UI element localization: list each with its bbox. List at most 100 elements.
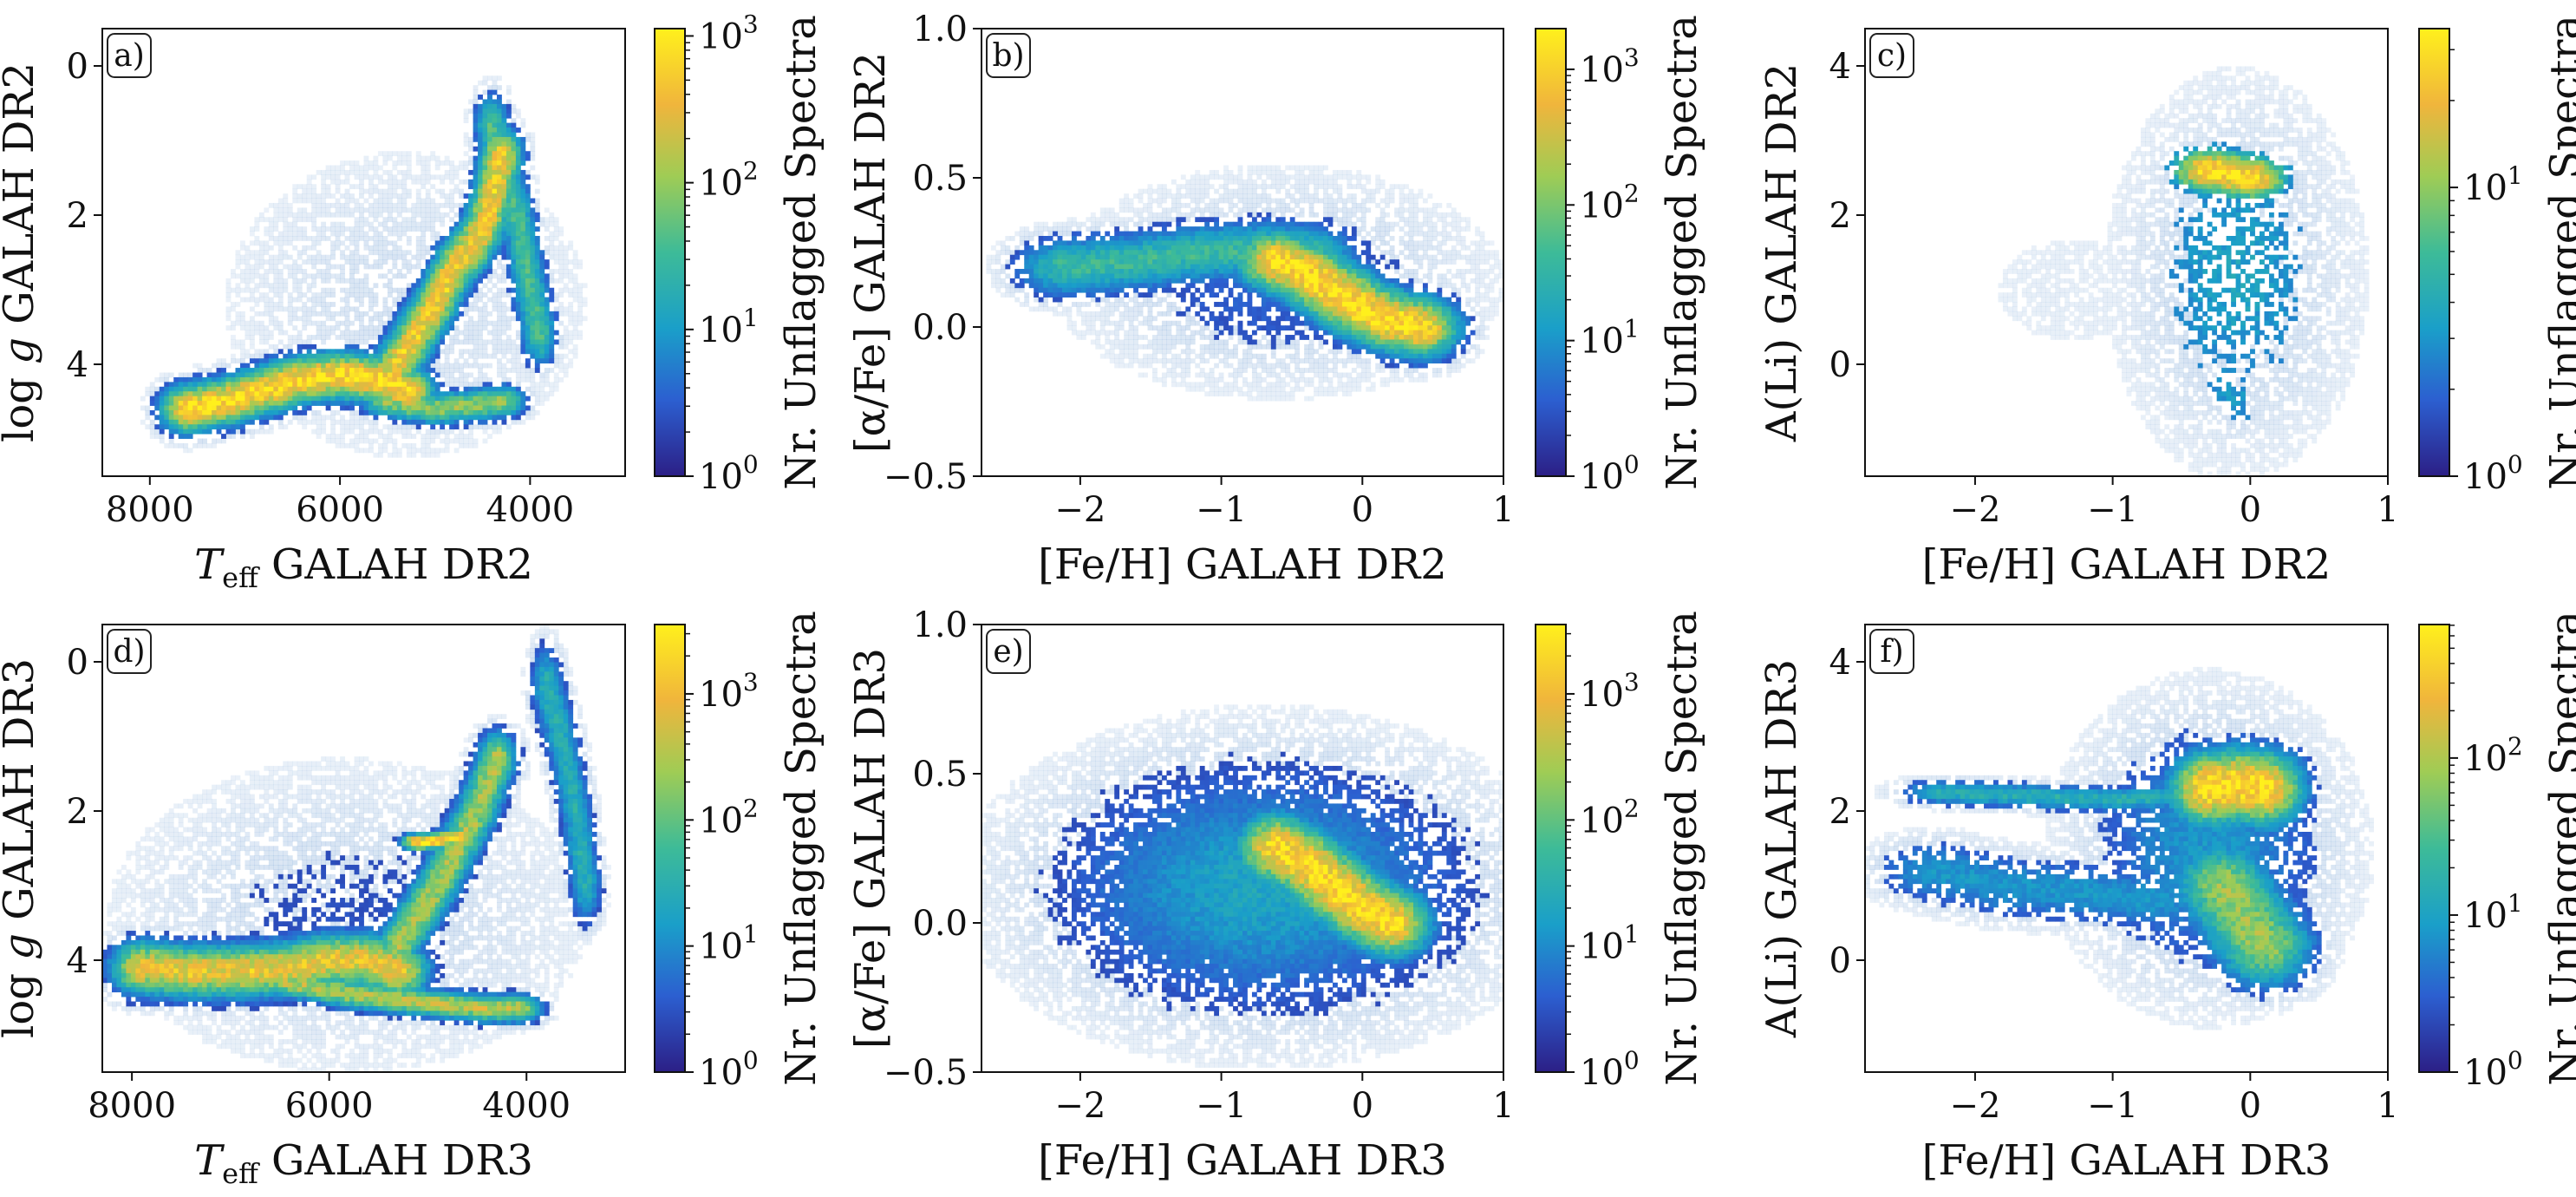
heatmap-cell bbox=[396, 405, 402, 411]
heatmap-cell bbox=[1204, 254, 1210, 260]
heatmap-cell bbox=[473, 155, 479, 161]
heatmap-cell bbox=[440, 273, 446, 279]
heatmap-cell bbox=[1204, 343, 1210, 350]
heatmap-cell bbox=[1157, 259, 1163, 265]
heatmap-cell bbox=[1214, 391, 1220, 397]
heatmap-cell bbox=[511, 396, 517, 402]
heatmap-cell bbox=[1152, 212, 1158, 218]
heatmap-cell bbox=[368, 193, 374, 199]
heatmap-cell bbox=[511, 264, 517, 270]
heatmap-cell bbox=[1204, 259, 1210, 265]
heatmap-cell bbox=[1071, 330, 1077, 336]
heatmap-cell bbox=[1228, 231, 1234, 237]
heatmap-cell bbox=[1237, 198, 1243, 204]
heatmap-cell bbox=[1176, 339, 1182, 345]
heatmap-cell bbox=[377, 188, 383, 194]
heatmap-cell bbox=[482, 273, 488, 279]
heatmap-cell bbox=[421, 165, 427, 171]
heatmap-cell bbox=[344, 193, 350, 199]
heatmap-cell bbox=[1014, 287, 1021, 293]
heatmap-cell bbox=[463, 325, 469, 331]
heatmap-cell bbox=[430, 401, 436, 406]
heatmap-cell bbox=[340, 320, 345, 326]
heatmap-cell bbox=[487, 235, 492, 241]
heatmap-cell bbox=[292, 339, 298, 345]
heatmap-cell bbox=[415, 311, 421, 317]
heatmap-cell bbox=[478, 231, 483, 237]
heatmap-cell bbox=[415, 376, 421, 383]
heatmap-cell bbox=[1090, 273, 1096, 279]
heatmap-cell bbox=[1109, 349, 1115, 355]
heatmap-cell bbox=[340, 269, 345, 274]
heatmap-cell bbox=[1180, 297, 1186, 303]
heatmap-cell bbox=[525, 155, 531, 161]
heatmap-cell bbox=[444, 330, 450, 336]
heatmap-cell bbox=[297, 409, 303, 415]
heatmap-cell bbox=[453, 391, 460, 397]
heatmap-cell bbox=[505, 273, 512, 279]
heatmap-cell bbox=[1086, 240, 1092, 246]
heatmap-cell bbox=[520, 146, 526, 152]
heatmap-cell bbox=[463, 151, 469, 157]
heatmap-cell bbox=[292, 415, 298, 421]
heatmap-cell bbox=[440, 245, 446, 251]
heatmap-cell bbox=[478, 245, 483, 251]
heatmap-cell bbox=[1114, 226, 1120, 232]
heatmap-cell bbox=[986, 254, 992, 260]
heatmap-cell bbox=[183, 448, 189, 454]
heatmap-cell bbox=[468, 401, 473, 406]
heatmap-cell bbox=[287, 363, 293, 369]
heatmap-cell bbox=[1095, 297, 1101, 303]
heatmap-cell bbox=[544, 302, 550, 307]
heatmap-cell bbox=[520, 212, 526, 218]
heatmap-cell bbox=[505, 250, 512, 256]
heatmap-cell bbox=[1128, 217, 1134, 223]
heatmap-cell bbox=[1171, 368, 1177, 373]
heatmap-cell bbox=[496, 207, 502, 213]
heatmap-cell bbox=[1180, 278, 1186, 284]
heatmap-cell bbox=[258, 311, 264, 317]
heatmap-cell bbox=[1133, 335, 1138, 340]
heatmap-cell bbox=[444, 401, 450, 406]
heatmap-cell bbox=[1161, 231, 1167, 237]
heatmap-cell bbox=[344, 325, 350, 331]
heatmap-cell bbox=[1076, 231, 1082, 237]
heatmap-cell bbox=[216, 438, 222, 444]
heatmap-cell bbox=[387, 368, 393, 373]
heatmap-cell bbox=[1124, 250, 1130, 256]
heatmap-cell bbox=[549, 250, 555, 256]
heatmap-cell bbox=[515, 405, 521, 411]
heatmap-cell bbox=[434, 188, 440, 194]
heatmap-cell bbox=[206, 442, 212, 448]
heatmap-cell bbox=[382, 391, 388, 397]
heatmap-cell bbox=[1128, 320, 1134, 326]
heatmap-cell bbox=[1062, 231, 1067, 237]
heatmap-cell bbox=[468, 419, 473, 425]
heatmap-cell bbox=[496, 118, 502, 124]
heatmap-cell bbox=[258, 353, 264, 359]
heatmap-cell bbox=[363, 349, 369, 355]
heatmap-cell bbox=[330, 193, 336, 199]
heatmap-cell bbox=[354, 250, 360, 256]
heatmap-cell bbox=[225, 428, 232, 435]
heatmap-cell bbox=[530, 146, 536, 152]
heatmap-cell bbox=[434, 235, 440, 241]
heatmap-cell bbox=[1157, 240, 1163, 246]
heatmap-cell bbox=[245, 353, 251, 359]
heatmap-cell bbox=[202, 428, 207, 435]
heatmap-cell bbox=[216, 401, 222, 406]
heatmap-cell bbox=[1223, 231, 1229, 237]
heatmap-cell bbox=[396, 376, 402, 383]
heatmap-cell bbox=[325, 235, 331, 241]
heatmap-cell bbox=[330, 358, 336, 364]
heatmap-cell bbox=[473, 221, 479, 227]
heatmap-cell bbox=[1223, 349, 1229, 355]
heatmap-cell bbox=[392, 202, 398, 208]
heatmap-cell bbox=[487, 95, 492, 100]
heatmap-cell bbox=[1190, 297, 1196, 303]
heatmap-cell bbox=[316, 292, 322, 298]
heatmap-cell bbox=[534, 283, 540, 289]
heatmap-cell bbox=[258, 382, 264, 388]
heatmap-cell bbox=[520, 339, 526, 345]
heatmap-cell bbox=[1223, 254, 1229, 260]
